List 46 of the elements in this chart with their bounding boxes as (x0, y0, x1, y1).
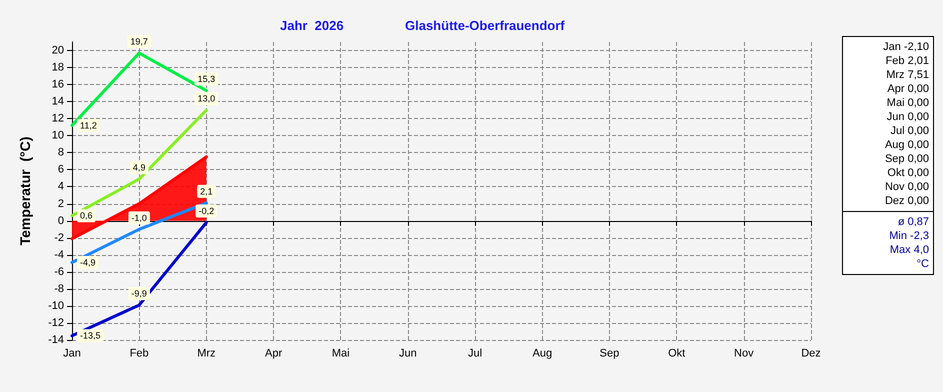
y-tick-label: 4 (58, 180, 64, 193)
data-label: 11,2 (80, 120, 97, 130)
x-tick-label: Sep (600, 348, 620, 360)
data-label: -1,0 (131, 212, 147, 223)
x-tick-label: Dez (801, 348, 821, 360)
y-tick-label: -8 (54, 282, 64, 295)
data-label: 15,3 (198, 74, 216, 84)
data-label: -4,9 (80, 258, 96, 268)
data-label: -9,9 (131, 288, 147, 299)
y-tick-label: 0 (58, 214, 64, 227)
y-tick-label: 10 (52, 130, 64, 142)
x-tick-label: Feb (130, 348, 149, 360)
y-tick-label: 20 (52, 44, 64, 57)
monthly-table: Jan -2,10 Feb 2,01 Mrz 7,51 Apr 0,00 Mai 0,00 Jun 0,00 Jul 0,00 Aug 0,00 Sep 0,00 Okt 0,00 Nov 0,00 Dez 0,00 ø 0,87 Min -2,3 Max 4,0 °C (842, 36, 934, 275)
x-tick-label: Aug (532, 348, 552, 360)
x-tick-label: Apr (264, 348, 282, 360)
y-tick-label: 6 (58, 164, 64, 176)
data-label: 0,6 (80, 210, 93, 221)
y-tick-label: -10 (48, 300, 64, 312)
y-tick-label: 16 (52, 78, 64, 91)
y-axis-title: Temperatur (°C) (17, 136, 33, 246)
data-label: 19,7 (130, 36, 148, 47)
y-tick-label: -6 (54, 266, 64, 278)
y-tick-label: 12 (52, 112, 64, 125)
chart-subtitle: Glashütte-Oberfrauendorf (405, 18, 566, 33)
x-tick-label: Jun (399, 348, 417, 360)
x-tick-label: Jan (63, 348, 81, 360)
y-tick-label: -12 (48, 316, 64, 329)
x-tick-label: Mai (332, 348, 350, 360)
x-tick-label: Okt (668, 348, 686, 360)
x-tick-label: Mrz (197, 348, 216, 360)
data-label: -0,2 (198, 206, 214, 216)
data-label: -13,5 (80, 330, 101, 341)
y-tick-label: -4 (54, 248, 64, 261)
y-tick-label: 2 (58, 198, 64, 210)
data-label: 13,0 (198, 94, 216, 104)
chart-title: Jahr 2026 (280, 18, 344, 33)
y-tick-label: -14 (48, 334, 64, 346)
y-tick-label: 18 (52, 62, 64, 74)
x-tick-label: Nov (734, 348, 754, 360)
data-label: 2,1 (200, 186, 213, 196)
x-tick-label: Jul (468, 348, 482, 360)
data-label: 4,9 (132, 162, 146, 173)
y-tick-label: 14 (52, 96, 64, 108)
y-tick-label: -2 (54, 232, 64, 244)
y-tick-label: 8 (58, 146, 64, 159)
